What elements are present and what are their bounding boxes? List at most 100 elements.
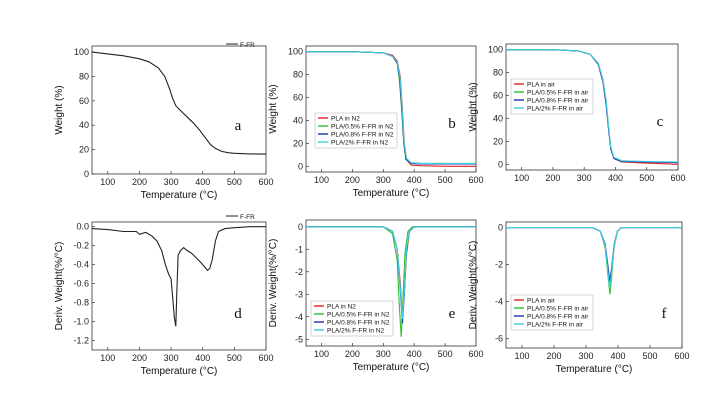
x-tick-label: 300 — [376, 349, 391, 359]
x-tick-label: 300 — [164, 353, 179, 363]
legend-label: PLA/0.5% F-FR in air — [527, 90, 589, 97]
legend-box — [314, 112, 398, 149]
legend-label: PLA/2% F-FR in N2 — [331, 140, 388, 147]
x-tick-label: 200 — [132, 177, 147, 187]
x-axis-label: Temperature (°C) — [353, 188, 430, 199]
x-axis-label: Temperature (°C) — [141, 190, 218, 201]
y-tick-label: 40 — [493, 113, 503, 123]
y-axis-label: Weight (%) — [268, 84, 279, 133]
x-tick-label: 200 — [345, 349, 360, 359]
x-tick-label: 200 — [132, 353, 147, 363]
legend-label: PLA in air — [527, 82, 556, 89]
x-tick-label: 100 — [100, 177, 115, 187]
x-tick-label: 400 — [407, 175, 422, 185]
x-tick-label: 600 — [258, 177, 273, 187]
legend-label: PLA/0.8% F-FR in air — [527, 98, 589, 105]
series-line-1 — [91, 51, 267, 155]
legend-label: PLA in N2 — [331, 116, 360, 123]
x-axis-label: Temperature (°C) — [141, 366, 218, 377]
x-tick-label: 400 — [610, 351, 625, 361]
y-tick-label: 40 — [79, 120, 89, 130]
y-axis-label: Weight (%) — [54, 85, 65, 134]
legend-label: PLA/0.8% F-FR in N2 — [327, 320, 390, 327]
x-tick-label: 300 — [164, 177, 179, 187]
x-tick-label: 600 — [258, 353, 273, 363]
series-line-2 — [306, 226, 476, 338]
y-tick-label: 0 — [498, 223, 503, 233]
y-tick-label: -5 — [295, 334, 303, 344]
x-tick-label: 300 — [577, 173, 592, 183]
y-tick-label: -0.2 — [73, 241, 89, 251]
plot-frame — [305, 219, 477, 347]
y-tick-label: 0 — [498, 159, 503, 169]
y-tick-label: -1 — [295, 244, 303, 254]
legend-label: PLA/0.5% F-FR in N2 — [331, 124, 394, 131]
panel-e: 100 200 300 400 500 600 0 -1 -2 -3 -4 -5 Temperature… — [268, 219, 484, 373]
y-tick-label: 100 — [74, 47, 89, 57]
plot-frame — [505, 43, 679, 171]
x-tick-label: 500 — [639, 173, 654, 183]
y-tick-label: 100 — [288, 47, 303, 57]
x-tick-label: 600 — [468, 349, 483, 359]
legend-box — [510, 78, 594, 115]
legend-label: F-FR — [240, 214, 255, 221]
series-line-4 — [306, 51, 476, 164]
series-line-3 — [506, 227, 682, 282]
plot-frame — [305, 45, 477, 173]
x-tick-label: 600 — [468, 175, 483, 185]
y-tick-label: -4 — [295, 312, 303, 322]
x-tick-label: 400 — [407, 349, 422, 359]
y-tick-label: 20 — [79, 145, 89, 155]
y-tick-label: -3 — [295, 289, 303, 299]
y-axis-label: Deriv. Weight(%/°C) — [54, 242, 65, 331]
panel-label: b — [448, 116, 456, 132]
x-tick-label: 500 — [438, 175, 453, 185]
legend-label: PLA/0.5% F-FR in N2 — [327, 312, 390, 319]
y-tick-label: -2 — [495, 260, 503, 270]
x-tick-label: 500 — [227, 353, 242, 363]
x-tick-label: 300 — [376, 175, 391, 185]
y-tick-label: 0 — [298, 222, 303, 232]
x-tick-label: 100 — [100, 353, 115, 363]
legend-label: PLA/2% F-FR in air — [527, 106, 584, 113]
y-axis-label: Deriv. Weight(%/°C) — [268, 239, 279, 328]
x-tick-label: 100 — [314, 349, 329, 359]
y-tick-label: 60 — [493, 91, 503, 101]
y-tick-label: 20 — [293, 138, 303, 148]
y-tick-label: 80 — [79, 71, 89, 81]
y-tick-label: 60 — [79, 96, 89, 106]
y-tick-label: -0.8 — [73, 298, 89, 308]
panel-label: f — [662, 306, 667, 322]
legend-label: PLA/0.8% F-FR in N2 — [331, 132, 394, 139]
y-axis-label: Weight (%) — [468, 82, 479, 131]
y-tick-label: 0.0 — [76, 222, 89, 232]
y-tick-label: 100 — [488, 45, 503, 55]
y-tick-label: -0.4 — [73, 260, 89, 270]
y-tick-label: 80 — [293, 70, 303, 80]
x-tick-label: 100 — [314, 175, 329, 185]
panel-b: 100 200 300 400 500 600 0 20 40 60 80 100 Temperatur… — [268, 45, 484, 199]
plot-frame — [91, 221, 267, 351]
panel-d: 100 200 300 400 500 600 0.0 -0.2 -0.4 -0.6 -0.8 -1.… — [54, 214, 274, 377]
x-axis-label: Temperature (°C) — [556, 364, 633, 375]
x-tick-label: 400 — [608, 173, 623, 183]
series-line-1 — [91, 226, 266, 327]
series-line-4 — [506, 227, 682, 289]
series-line-1 — [506, 227, 682, 289]
y-tick-label: 20 — [493, 136, 503, 146]
panel-label: d — [234, 306, 242, 322]
y-tick-label: 40 — [293, 115, 303, 125]
y-tick-label: -6 — [495, 334, 503, 344]
x-tick-label: 100 — [514, 173, 529, 183]
y-tick-label: -0.6 — [73, 279, 89, 289]
y-tick-label: -1.0 — [73, 317, 89, 327]
legend-label: PLA in N2 — [327, 304, 356, 311]
panel-a: 100 200 300 400 500 600 0 20 40 60 80 100 Temperatur… — [54, 42, 274, 201]
legend-label: F-FR — [240, 42, 255, 49]
x-tick-label: 600 — [670, 173, 685, 183]
x-tick-label: 200 — [545, 173, 560, 183]
y-tick-label: -1.2 — [73, 336, 89, 346]
x-tick-label: 400 — [195, 353, 210, 363]
